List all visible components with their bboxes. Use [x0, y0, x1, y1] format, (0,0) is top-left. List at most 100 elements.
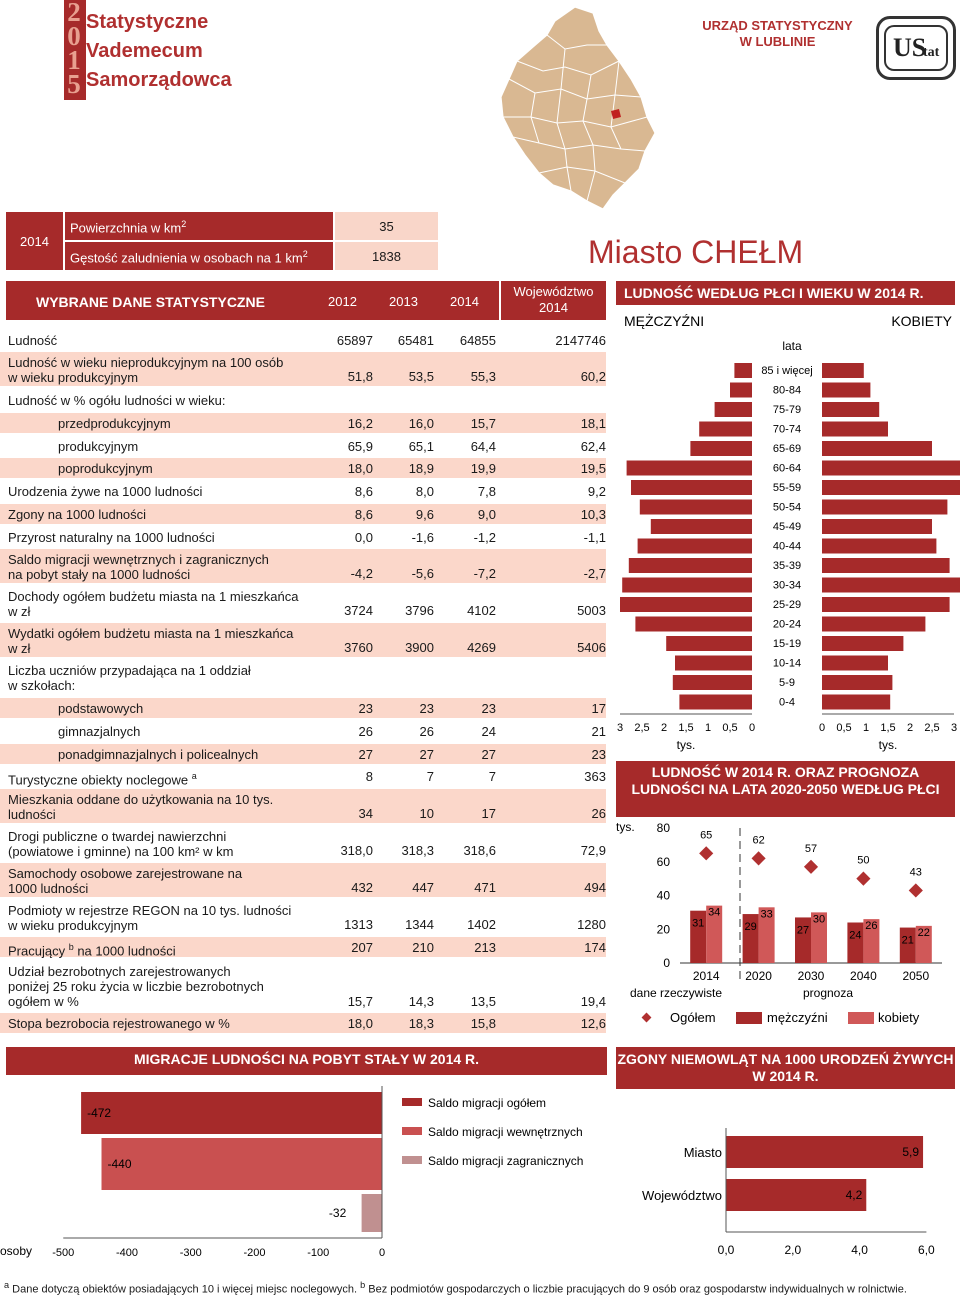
female-bar	[811, 912, 827, 963]
male-bar	[650, 519, 752, 534]
age-group: 70-74	[773, 424, 801, 436]
x-tick: 0,0	[718, 1243, 735, 1257]
row-value: 5406	[577, 640, 606, 655]
table-row: Ludność 65897 65481 64855 2147746	[0, 330, 606, 350]
row-value: 9,6	[415, 507, 434, 522]
y-tick: 60	[657, 855, 671, 869]
row-value: 1280	[577, 917, 606, 932]
x-tick: -300	[180, 1247, 202, 1259]
infant-bar	[726, 1179, 867, 1211]
row-value: 65,9	[347, 439, 373, 454]
x-tick: 4,0	[851, 1243, 868, 1257]
row-label: Ludność w wieku nieprodukcyjnym na 100 o…	[8, 355, 284, 385]
row-label: produkcyjnym	[58, 439, 139, 454]
female-bar	[822, 558, 950, 573]
row-label: gimnazjalnych	[58, 724, 141, 739]
table-row: Urodzenia żywe na 1000 ludności 8,6 8,0 7,8…	[0, 481, 606, 501]
table-row: Pracujący b na 1000 ludności 207 210 213 174	[0, 937, 606, 959]
age-group: 35-39	[773, 560, 801, 572]
tick-left: 0	[749, 722, 755, 734]
city-title: Miasto CHEŁM	[588, 234, 804, 270]
table-row: przedprodukcyjnym 16,2 16,0 15,7 18,1	[0, 413, 606, 433]
table-row: Zgony na 1000 ludności 8,6 9,6 9,0 10,3	[0, 504, 606, 524]
infant-title: ZGONY NIEMOWLĄT NA 1000 URODZEŃ ŻYWYCH W…	[616, 1047, 955, 1089]
total-marker	[856, 871, 871, 886]
row-value: 23	[419, 701, 434, 716]
row-value: 27	[358, 747, 373, 762]
legend-total-label: Ogółem	[670, 1010, 716, 1025]
female-bar	[822, 694, 891, 710]
row-value: 64,4	[470, 439, 496, 454]
tick-left: 2,5	[634, 722, 649, 734]
row-value: 16,2	[347, 416, 373, 431]
legend-female-label: kobiety	[878, 1010, 920, 1025]
row-value: 210	[412, 940, 434, 955]
row-value: 23	[591, 747, 606, 762]
row-value: 26	[419, 724, 434, 739]
row-value: 13,5	[470, 994, 496, 1009]
left-label: MĘŻCZYŹNI	[624, 312, 704, 329]
male-bar	[714, 402, 752, 417]
row-value: -1,6	[411, 530, 434, 545]
female-label: 26	[865, 920, 877, 932]
logo-digit: 5	[67, 69, 81, 99]
male-bar	[734, 363, 752, 378]
row-label: Dochody ogółem budżetu miasta na 1 miesz…	[8, 589, 299, 619]
row-value: 3724	[344, 603, 373, 618]
tick-right: 1	[863, 722, 869, 734]
row-value: 19,5	[580, 461, 606, 476]
tick-right: 2	[907, 722, 913, 734]
tick-right: 0	[819, 722, 825, 734]
female-label: 34	[708, 907, 720, 919]
right-label: KOBIETY	[891, 313, 952, 329]
row-label: Samochody osobowe zarejestrowane na 1000…	[8, 866, 243, 896]
legend-swatch	[402, 1127, 422, 1135]
row-value: 65,1	[408, 439, 434, 454]
row-label: Pracujący b na 1000 ludności	[8, 942, 176, 959]
female-bar	[758, 907, 775, 963]
male-label: 31	[692, 918, 704, 930]
row-value: 18,0	[347, 1016, 373, 1031]
tick-left: 2	[661, 722, 667, 734]
female-bar	[822, 382, 871, 398]
male-bar	[699, 421, 752, 437]
row-value: 7	[488, 769, 496, 784]
male-bar	[637, 538, 752, 554]
female-bar	[822, 675, 893, 690]
female-bar	[822, 597, 950, 612]
table-row: produkcyjnym 65,9 65,1 64,4 62,4	[0, 436, 606, 456]
female-bar	[822, 441, 932, 456]
x-tick: 2040	[850, 969, 877, 983]
row-label: Zgony na 1000 ludności	[8, 507, 147, 522]
row-label: Saldo migracji wewnętrznych i zagraniczn…	[8, 552, 269, 582]
y-tick: 40	[657, 889, 671, 903]
row-value: 174	[584, 940, 606, 955]
row-label: Podmioty w rejestrze REGON na 10 tys. lu…	[8, 903, 292, 933]
male-bar	[675, 655, 752, 671]
tick-right: 0,5	[836, 722, 851, 734]
table-row: Mieszkania oddane do użytkowania na 10 t…	[0, 789, 606, 823]
value-label: 5,9	[902, 1145, 919, 1159]
row-value: 18,1	[580, 416, 606, 431]
row-label: Urodzenia żywe na 1000 ludności	[8, 484, 203, 499]
row-value: -1,2	[473, 530, 496, 545]
unit-right: tys.	[879, 738, 898, 752]
area-box: 2014 Powierzchnia w km2 Gęstość zaludnie…	[6, 212, 438, 270]
note-forecast: prognoza	[803, 986, 853, 1000]
area-value: 35	[335, 212, 438, 240]
table-row: ponadgimnazjalnych i policealnych 27 27 27 2…	[0, 744, 606, 764]
female-bar	[822, 577, 960, 593]
table-row: Samochody osobowe zarejestrowane na 1000…	[0, 863, 606, 897]
y-tick: 0	[663, 956, 670, 970]
logo-digit: 1	[67, 45, 81, 75]
density-label: Gęstość zaludnienia w osobach na 1 km	[70, 250, 303, 266]
female-label: 33	[760, 908, 772, 920]
stats-table: Ludność 65897 65481 64855 2147746 Ludność w w…	[0, 330, 606, 1033]
table-row: Podmioty w rejestrze REGON na 10 tys. lu…	[0, 900, 606, 934]
row-value: 17	[481, 806, 496, 821]
note-real: dane rzeczywiste	[630, 986, 722, 1000]
row-value: 9,0	[477, 507, 496, 522]
male-bar	[847, 922, 864, 963]
female-bar	[706, 905, 723, 963]
male-bar	[635, 616, 752, 632]
